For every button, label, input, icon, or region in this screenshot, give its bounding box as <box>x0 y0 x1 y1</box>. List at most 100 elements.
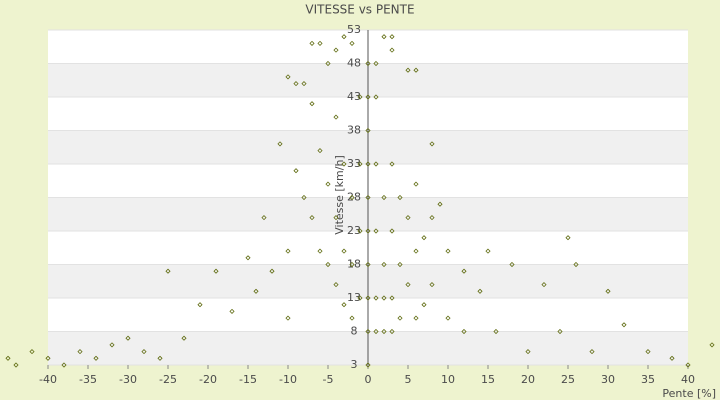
point <box>317 148 323 154</box>
point <box>365 161 371 167</box>
point <box>277 141 283 147</box>
point <box>125 335 131 341</box>
point <box>365 295 371 301</box>
point <box>357 228 363 234</box>
x-tick-label: 20 <box>521 373 535 386</box>
point <box>405 67 411 73</box>
point <box>181 335 187 341</box>
point <box>509 261 515 268</box>
point <box>349 194 355 201</box>
point <box>365 60 371 67</box>
point <box>445 248 451 254</box>
point <box>141 349 147 355</box>
point <box>709 342 715 348</box>
point <box>317 248 323 254</box>
x-tick-label: -35 <box>79 373 97 386</box>
y-tick-label: 33 <box>347 157 361 170</box>
y-tick-label: 23 <box>347 224 361 237</box>
point <box>333 215 339 221</box>
point <box>669 355 675 361</box>
y-tick-label: 43 <box>347 90 361 103</box>
point <box>325 261 331 268</box>
point <box>373 228 379 234</box>
point <box>245 255 251 261</box>
point <box>349 261 355 268</box>
point <box>381 295 387 301</box>
point <box>341 161 347 167</box>
x-tick-label: -20 <box>199 373 217 386</box>
point <box>61 362 67 368</box>
point <box>373 94 379 100</box>
y-tick-label: 53 <box>347 23 361 36</box>
point <box>413 181 419 187</box>
point <box>365 362 371 368</box>
point <box>285 315 291 321</box>
point <box>333 47 339 53</box>
point <box>29 349 35 355</box>
point <box>437 201 443 207</box>
x-tick-label: -40 <box>39 373 57 386</box>
point <box>349 315 355 321</box>
point <box>389 228 395 234</box>
point <box>557 328 563 335</box>
point <box>373 60 379 67</box>
point <box>325 60 331 67</box>
point <box>341 302 347 308</box>
point <box>13 362 19 368</box>
point <box>381 194 387 201</box>
y-tick-label: 48 <box>347 57 361 70</box>
point <box>525 349 531 355</box>
point <box>621 322 627 328</box>
x-axis-title: Pente [%] <box>662 387 716 400</box>
point <box>389 161 395 167</box>
point <box>405 282 411 288</box>
point <box>341 34 347 40</box>
x-tick-label: -5 <box>323 373 334 386</box>
point <box>389 328 395 335</box>
point <box>213 268 219 274</box>
y-axis-title: Vitesse [km/h] <box>333 155 346 235</box>
point <box>397 194 403 201</box>
point <box>421 302 427 308</box>
point <box>381 261 387 268</box>
point <box>341 248 347 254</box>
point <box>541 282 547 288</box>
y-tick-label: 13 <box>347 291 361 304</box>
point <box>5 355 11 361</box>
point <box>157 355 163 361</box>
point <box>389 295 395 301</box>
point <box>445 315 451 321</box>
point <box>461 328 467 335</box>
point <box>197 302 203 308</box>
point <box>429 215 435 221</box>
x-tick-label: -10 <box>279 373 297 386</box>
point <box>365 261 371 268</box>
point <box>365 127 371 134</box>
point <box>413 248 419 254</box>
point <box>373 295 379 301</box>
point <box>573 261 579 268</box>
point <box>357 161 363 167</box>
point <box>77 349 83 355</box>
point <box>397 261 403 268</box>
point <box>485 248 491 254</box>
point <box>357 295 363 301</box>
x-tick-label: 10 <box>441 373 455 386</box>
point <box>389 34 395 40</box>
point <box>269 268 275 274</box>
x-tick-label: 40 <box>681 373 695 386</box>
x-tick-label: 0 <box>365 373 372 386</box>
point <box>685 362 691 368</box>
point <box>605 288 611 294</box>
point <box>461 268 467 274</box>
point <box>565 235 571 241</box>
point <box>429 282 435 288</box>
point <box>477 288 483 294</box>
point <box>349 40 355 46</box>
point <box>229 308 235 314</box>
x-tick-label: 15 <box>481 373 495 386</box>
point <box>293 168 299 174</box>
point <box>333 282 339 288</box>
y-tick-label: 3 <box>351 358 358 371</box>
